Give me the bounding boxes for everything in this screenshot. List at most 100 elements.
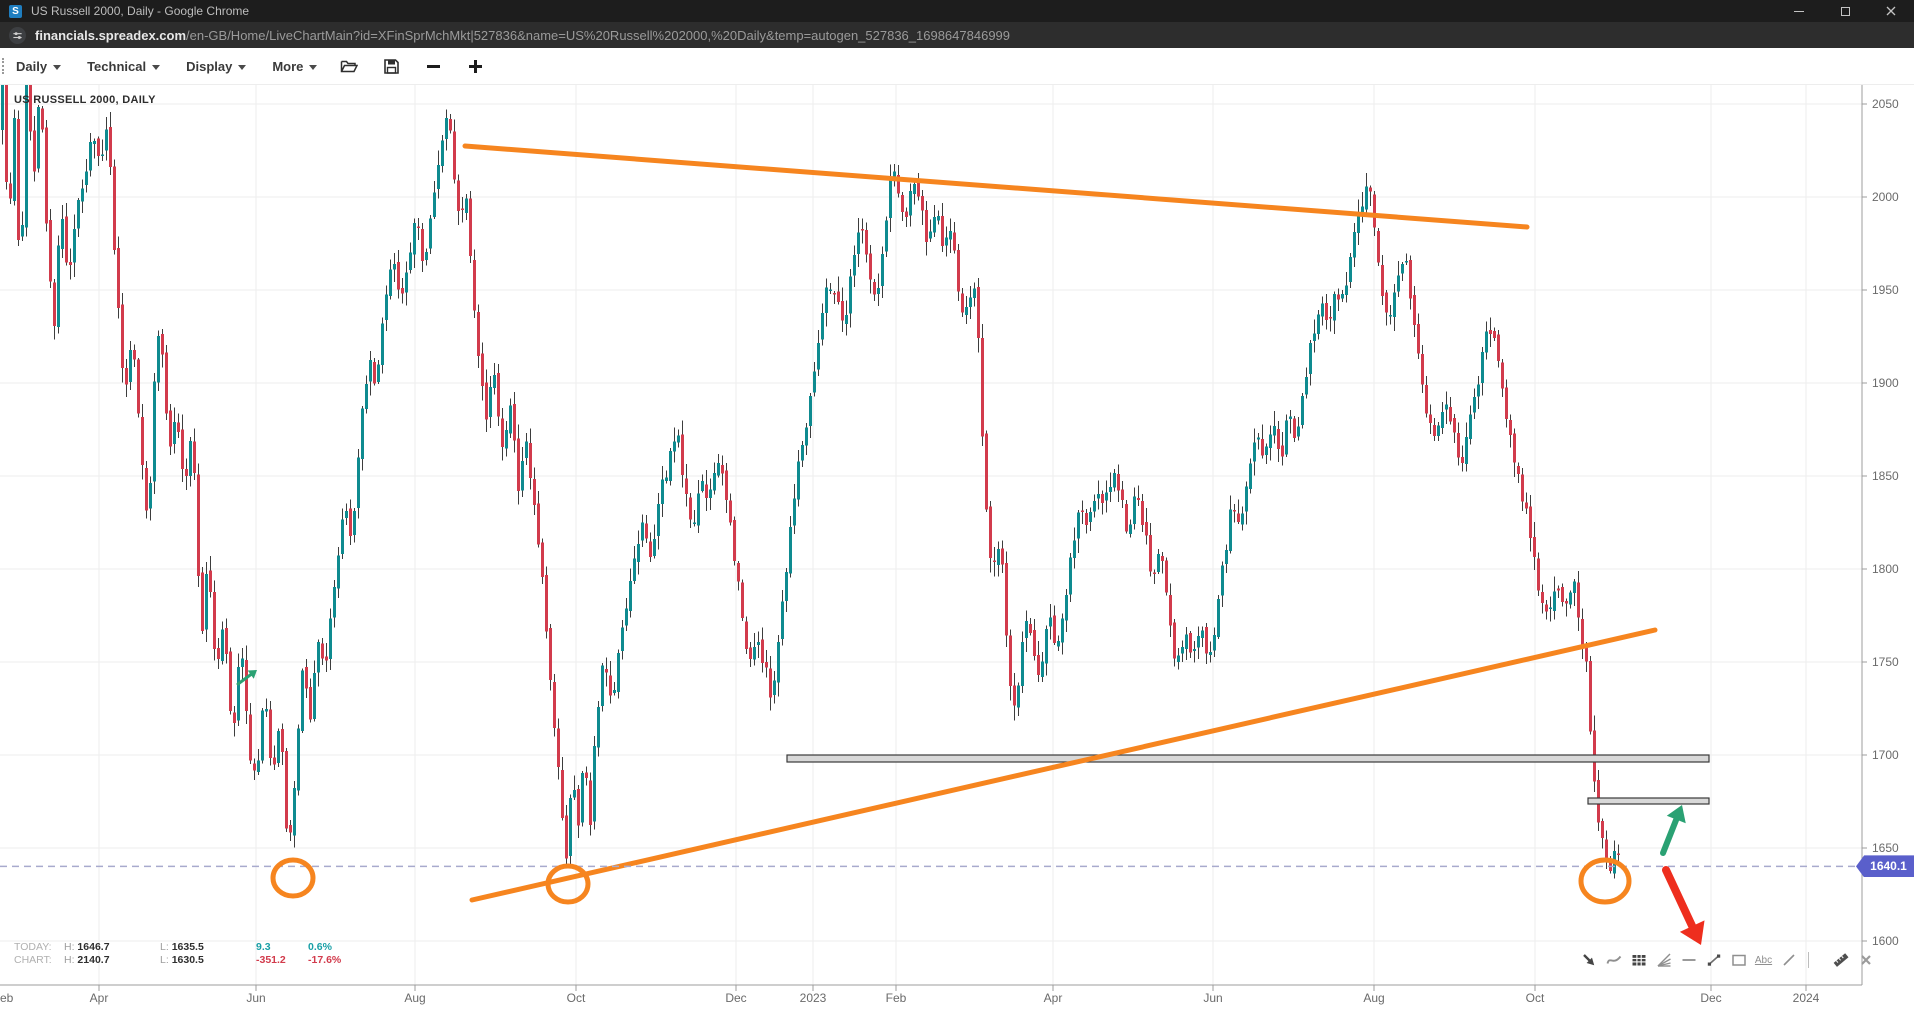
x-axis-label: Apr [1044,991,1063,1005]
horizontal-line-icon [1682,959,1695,961]
x-axis-label: Jun [1203,991,1222,1005]
low-highlight-circle-3[interactable] [1578,857,1632,905]
window-titlebar[interactable]: S US Russell 2000, Daily - Google Chrome [0,0,1914,22]
trendline-tool[interactable] [1703,950,1724,970]
close-drawing-toolbar-button[interactable] [1855,950,1876,970]
candles [1,85,1620,879]
rectangle-icon [1731,954,1746,966]
x-axis-label: Dec [725,991,746,1005]
toolbar-divider [1808,952,1809,968]
url-bar[interactable]: financials.spreadex.com/en-GB/Home/LiveC… [0,22,1914,48]
y-axis-label: 1950 [1872,283,1899,297]
low-highlight-circle-2[interactable] [545,863,591,905]
url-domain: financials.spreadex.com [35,27,187,43]
x-axis-label: Aug [1363,991,1384,1005]
pointer-tool[interactable] [1578,950,1599,970]
chart-change: -351.2 [256,954,286,966]
spreadex-favicon-icon: S [9,4,22,18]
minus-icon [426,64,440,68]
today-label: TODAY: [14,941,52,953]
y-axis-label: 1900 [1872,376,1899,390]
x-axis-label: eb [0,991,14,1005]
x-axis-label: Apr [90,991,109,1005]
today-change: 9.3 [256,941,271,953]
text-tool[interactable]: Abc [1753,950,1774,970]
zoom-in-button[interactable] [465,56,485,76]
display-dropdown-label: Display [186,58,233,74]
annotation-arrow-2[interactable] [1660,805,1686,856]
timeframe-dropdown-label: Daily [16,58,48,74]
open-chart-button[interactable] [339,56,359,76]
url-text[interactable]: financials.spreadex.com/en-GB/Home/LiveC… [35,28,1010,43]
save-chart-button[interactable] [381,56,401,76]
trendline-icon [1707,954,1720,966]
maximize-icon [1840,6,1850,16]
url-path: /en-GB/Home/LiveChartMain?id=XFinSprMchM… [186,27,1011,43]
chevron-down-icon [309,64,318,70]
curve-tool[interactable] [1603,950,1624,970]
trendline-1[interactable] [462,143,1530,230]
y-axis-label: 1750 [1872,655,1899,669]
tune-sliders-icon [13,31,22,39]
y-axis-label: 2000 [1872,190,1899,204]
measure-tool[interactable] [1830,950,1851,970]
grid-table-icon [1632,955,1645,966]
toolbar-handle [2,58,6,74]
today-change-pct: 0.6% [308,941,332,953]
x-axis-label: 2024 [1793,991,1820,1005]
timeframe-dropdown[interactable]: Daily [16,58,62,74]
chevron-down-icon [238,64,247,70]
chevron-down-icon [152,64,161,70]
fan-lines-tool[interactable] [1653,950,1674,970]
annotation-arrow-3[interactable] [1662,866,1705,945]
display-dropdown[interactable]: Display [186,58,247,74]
x-axis-label: Oct [1526,991,1545,1005]
open-folder-icon [341,60,359,73]
drawing-toolbar: Abc [1578,949,1876,971]
site-info-icon[interactable] [9,26,26,44]
zoom-out-button[interactable] [423,56,443,76]
annotation-arrow-1[interactable] [236,670,257,686]
technical-dropdown[interactable]: Technical [87,58,161,74]
more-dropdown[interactable]: More [272,59,318,74]
window-title: US Russell 2000, Daily - Google Chrome [31,4,250,18]
chart-range-label: CHART: [14,954,52,966]
support-zone-1[interactable] [786,754,1710,763]
fan-lines-icon [1657,953,1671,967]
x-axis-label: Jun [246,991,265,1005]
minimize-icon [1794,10,1804,12]
save-floppy-icon [384,58,399,74]
horizontal-line-tool[interactable] [1678,950,1699,970]
y-axis-label: 1800 [1872,562,1899,576]
grid-tool[interactable] [1628,950,1649,970]
axis-labels: 2050 2000 1950 1900 1850 1800 1750 1700 1650 1600… [0,97,1899,1005]
today-low: L: 1635.5 [160,941,204,953]
diagonal-line-tool[interactable] [1778,950,1799,970]
chart-high: H: 2140.7 [64,954,110,966]
chevron-down-icon [53,64,62,70]
plus-icon [468,59,482,73]
x-axis-label: 2023 [800,991,827,1005]
low-highlight-circle-1[interactable] [270,857,316,899]
today-stats-row: TODAY: H: 1646.7 L: 1635.5 9.3 0.6% [14,941,360,954]
close-icon [1860,955,1871,965]
maximize-button[interactable] [1822,0,1868,22]
support-zone-2[interactable] [1587,797,1710,805]
diagonal-line-icon [1782,954,1795,966]
x-axis-label: Oct [567,991,586,1005]
trendline-2[interactable] [469,627,1658,903]
curve-line-icon [1606,955,1621,964]
technical-dropdown-label: Technical [87,58,147,74]
x-axis-label: Feb [886,991,907,1005]
drawing-annotations[interactable] [0,143,1862,945]
candlestick-chart[interactable]: 2050 2000 1950 1900 1850 1800 1750 1700 1650 1600… [0,85,1914,1013]
close-icon [1886,6,1896,16]
chart-region: 2050 2000 1950 1900 1850 1800 1750 1700 1650 1600… [0,85,1914,1013]
minimize-button[interactable] [1776,0,1822,22]
chart-low: L: 1630.5 [160,954,204,966]
chart-stats-row: CHART: H: 2140.7 L: 1630.5 -351.2 -17.6% [14,954,360,967]
rectangle-tool[interactable] [1728,950,1749,970]
x-axis-label: Aug [404,991,425,1005]
close-button[interactable] [1868,0,1914,22]
chart-statistics: TODAY: H: 1646.7 L: 1635.5 9.3 0.6% CHAR… [14,941,360,967]
